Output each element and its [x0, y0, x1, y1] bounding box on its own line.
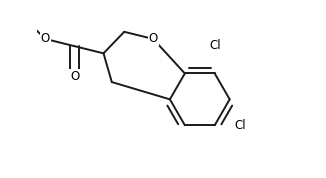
Text: O: O	[41, 32, 50, 46]
Text: O: O	[70, 70, 79, 83]
Text: Cl: Cl	[234, 119, 246, 132]
Text: O: O	[149, 32, 158, 46]
Text: Cl: Cl	[209, 39, 221, 52]
